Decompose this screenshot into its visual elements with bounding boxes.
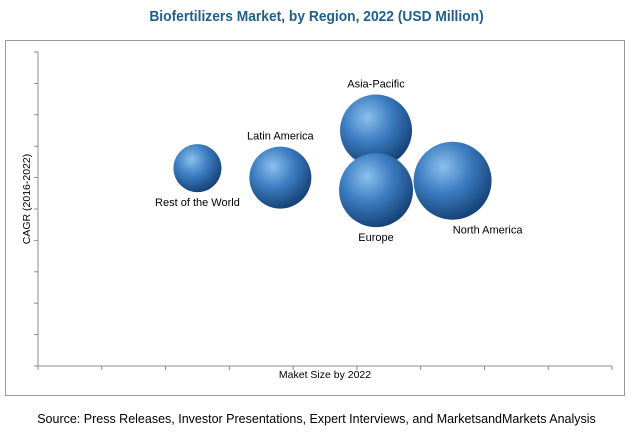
bubble-label: Europe [358, 232, 393, 244]
bubble-label: Rest of the World [155, 197, 240, 209]
bubble-europe [339, 153, 414, 228]
bubble-latin-america [249, 146, 312, 209]
x-axis-title: Maket Size by 2022 [279, 369, 371, 381]
bubble-label: North America [453, 225, 524, 237]
bubble-north-america [413, 141, 492, 220]
bubble-rest-of-the-world [173, 144, 222, 193]
source-note: Source: Press Releases, Investor Present… [37, 412, 596, 426]
y-axis-title: CAGR (2016-2022) [21, 154, 33, 244]
chart-title: Biofertilizers Market, by Region, 2022 (… [149, 8, 484, 25]
bubble-asia-pacific [340, 94, 413, 167]
chart-frame [5, 40, 625, 396]
bubble-label: Latin America [247, 131, 315, 143]
bubble-label: Asia-Pacific [347, 79, 405, 91]
